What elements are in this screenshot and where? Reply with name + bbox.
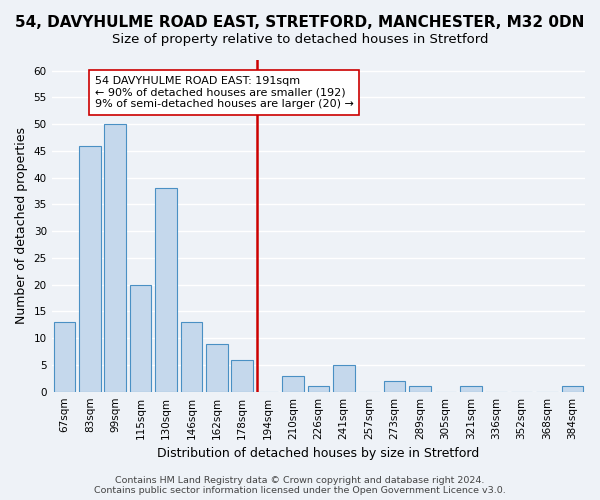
Bar xyxy=(460,386,482,392)
Bar xyxy=(206,344,227,392)
Bar xyxy=(282,376,304,392)
Bar xyxy=(79,146,101,392)
Bar xyxy=(104,124,126,392)
Text: Size of property relative to detached houses in Stretford: Size of property relative to detached ho… xyxy=(112,32,488,46)
X-axis label: Distribution of detached houses by size in Stretford: Distribution of detached houses by size … xyxy=(157,447,479,460)
Bar xyxy=(308,386,329,392)
Bar xyxy=(384,381,406,392)
Text: 54 DAVYHULME ROAD EAST: 191sqm
← 90% of detached houses are smaller (192)
9% of : 54 DAVYHULME ROAD EAST: 191sqm ← 90% of … xyxy=(95,76,354,109)
Bar xyxy=(155,188,177,392)
Bar xyxy=(232,360,253,392)
Bar xyxy=(53,322,75,392)
Text: 54, DAVYHULME ROAD EAST, STRETFORD, MANCHESTER, M32 0DN: 54, DAVYHULME ROAD EAST, STRETFORD, MANC… xyxy=(16,15,584,30)
Y-axis label: Number of detached properties: Number of detached properties xyxy=(15,128,28,324)
Text: Contains HM Land Registry data © Crown copyright and database right 2024.
Contai: Contains HM Land Registry data © Crown c… xyxy=(94,476,506,495)
Bar xyxy=(409,386,431,392)
Bar xyxy=(181,322,202,392)
Bar xyxy=(562,386,583,392)
Bar xyxy=(333,365,355,392)
Bar xyxy=(130,284,151,392)
